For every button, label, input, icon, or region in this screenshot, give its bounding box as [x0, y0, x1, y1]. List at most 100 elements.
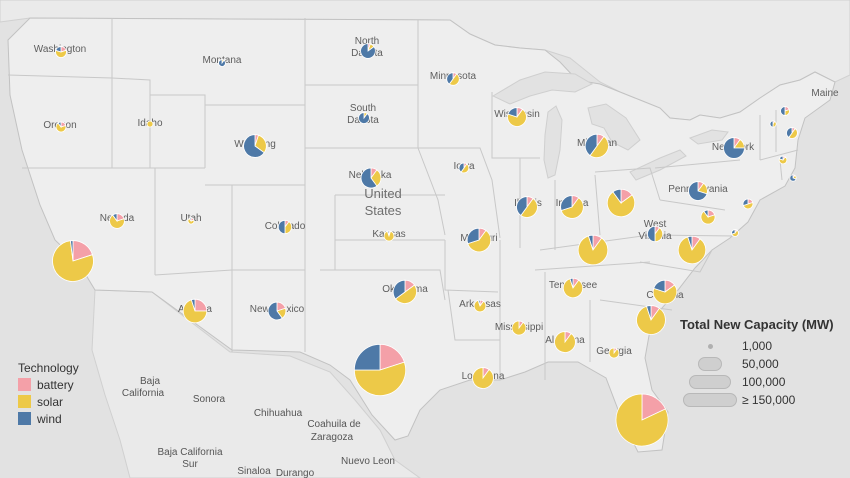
pie-montana[interactable]	[218, 59, 226, 67]
pie-florida[interactable]	[615, 393, 669, 447]
pie-louisiana[interactable]	[472, 367, 494, 389]
pie-slice-kentucky-wind[interactable]	[587, 234, 594, 251]
pie-slice-pennsylvania-wind[interactable]	[688, 181, 708, 201]
pie-colorado[interactable]	[277, 219, 293, 235]
pie-slice-oklahoma-solar[interactable]	[394, 284, 417, 304]
pie-oregon[interactable]	[55, 121, 67, 133]
pie-slice-virginia-solar[interactable]	[677, 236, 707, 265]
pie-slice-kansas-solar[interactable]	[383, 230, 395, 242]
pie-slice-missouri-solar[interactable]	[467, 229, 492, 253]
pie-slice-west-virginia-wind[interactable]	[647, 225, 656, 243]
pie-slice-california-solar[interactable]	[52, 240, 94, 282]
pie-nebraska[interactable]	[360, 167, 382, 189]
pie-delaware[interactable]	[731, 229, 739, 237]
pie-slice-missouri-wind[interactable]	[466, 227, 480, 245]
pie-nevada[interactable]	[109, 213, 125, 229]
pie-slice-new-hampshire-wind[interactable]	[780, 106, 786, 116]
pie-slice-north-dakota-wind[interactable]	[360, 43, 376, 59]
pie-indiana[interactable]	[560, 195, 584, 219]
pie-slice-ohio-solar[interactable]	[606, 191, 636, 218]
pie-slice-florida-solar[interactable]	[615, 393, 669, 447]
pie-slice-nevada-wind[interactable]	[112, 213, 118, 223]
pie-new-mexico[interactable]	[267, 301, 287, 321]
pie-slice-illinois-wind[interactable]	[516, 196, 528, 217]
pie-north-carolina[interactable]	[652, 279, 678, 305]
pie-kansas[interactable]	[383, 230, 395, 242]
pie-washington[interactable]	[55, 46, 67, 58]
pie-new-york[interactable]	[723, 137, 745, 159]
pie-slice-new-mexico-wind[interactable]	[267, 301, 283, 321]
pie-ohio[interactable]	[606, 188, 636, 218]
pie-oklahoma[interactable]	[392, 279, 417, 304]
pie-kentucky[interactable]	[577, 234, 609, 266]
pie-slice-new-york-wind[interactable]	[723, 137, 745, 159]
pie-slice-utah-wind[interactable]	[188, 217, 192, 223]
pie-slice-michigan-solar[interactable]	[589, 135, 609, 158]
pie-slice-wisconsin-solar[interactable]	[507, 108, 527, 127]
pie-slice-washington-solar[interactable]	[55, 49, 67, 58]
pie-wyoming[interactable]	[243, 134, 267, 158]
legend-item-wind[interactable]: wind	[18, 410, 79, 427]
pie-slice-maryland-wind[interactable]	[703, 209, 709, 219]
pie-vermont[interactable]	[769, 120, 777, 128]
pie-minnesota[interactable]	[446, 72, 460, 86]
pie-west-virginia[interactable]	[647, 225, 664, 243]
pie-slice-south-carolina-wind[interactable]	[646, 305, 652, 321]
pie-slice-arizona-wind[interactable]	[190, 298, 196, 312]
pie-alabama[interactable]	[554, 331, 576, 353]
pie-tennessee[interactable]	[562, 277, 584, 299]
pie-slice-indiana-wind[interactable]	[560, 195, 573, 212]
pie-slice-south-carolina-solar[interactable]	[636, 305, 666, 335]
pie-slice-virginia-wind[interactable]	[687, 235, 693, 251]
pie-slice-indiana-solar[interactable]	[560, 197, 584, 219]
pie-slice-south-dakota-wind[interactable]	[358, 112, 370, 124]
pie-slice-north-carolina-solar[interactable]	[652, 284, 678, 305]
pie-slice-tennessee-solar[interactable]	[562, 278, 584, 299]
pie-slice-arkansas-wind[interactable]	[477, 299, 481, 307]
pie-rhode-island[interactable]	[789, 174, 797, 182]
pie-texas[interactable]	[353, 343, 407, 396]
pie-new-hampshire[interactable]	[780, 106, 790, 116]
pie-georgia[interactable]	[608, 347, 620, 359]
pie-slice-louisiana-solar[interactable]	[472, 367, 494, 389]
pie-slice-georgia-solar[interactable]	[608, 347, 620, 359]
pie-slice-wyoming-wind[interactable]	[243, 134, 265, 158]
pie-arkansas[interactable]	[473, 299, 487, 313]
pie-slice-colorado-wind[interactable]	[277, 219, 286, 235]
pie-slice-kansas-wind[interactable]	[386, 230, 390, 237]
pie-slice-idaho-solar[interactable]	[146, 120, 154, 128]
pie-virginia[interactable]	[677, 235, 707, 265]
pie-south-dakota[interactable]	[358, 112, 370, 124]
pie-connecticut[interactable]	[778, 155, 788, 165]
pie-slice-nebraska-wind[interactable]	[360, 167, 378, 189]
pie-slice-california-wind[interactable]	[69, 240, 74, 262]
pie-idaho[interactable]	[146, 120, 154, 128]
pie-slice-massachusetts-wind[interactable]	[786, 127, 793, 138]
pie-mississippi[interactable]	[511, 320, 527, 336]
pie-slice-oklahoma-wind[interactable]	[392, 279, 406, 300]
pie-utah[interactable]	[187, 217, 195, 225]
pie-slice-vermont-wind[interactable]	[769, 120, 774, 128]
pie-missouri[interactable]	[466, 227, 492, 253]
pie-slice-delaware-wind[interactable]	[731, 229, 736, 235]
pie-massachusetts[interactable]	[786, 127, 798, 139]
pie-slice-connecticut-wind[interactable]	[778, 155, 784, 161]
pie-california[interactable]	[52, 240, 94, 282]
pie-slice-washington-wind[interactable]	[55, 46, 62, 53]
pie-slice-minnesota-wind[interactable]	[446, 72, 454, 85]
pie-pennsylvania[interactable]	[688, 181, 708, 201]
pie-slice-wisconsin-wind[interactable]	[507, 107, 518, 118]
pie-slice-rhode-island-wind[interactable]	[789, 174, 797, 182]
pie-slice-texas-solar[interactable]	[353, 361, 407, 396]
pie-new-jersey[interactable]	[742, 198, 754, 210]
pie-slice-alabama-solar[interactable]	[554, 331, 576, 353]
pie-michigan[interactable]	[584, 133, 609, 158]
pie-slice-iowa-wind[interactable]	[458, 162, 465, 173]
pie-north-dakota[interactable]	[360, 43, 376, 59]
pie-slice-new-jersey-wind[interactable]	[742, 198, 749, 207]
pie-slice-kentucky-solar[interactable]	[577, 235, 609, 266]
pie-slice-illinois-solar[interactable]	[520, 197, 538, 218]
pie-slice-michigan-wind[interactable]	[584, 133, 598, 157]
pie-wisconsin[interactable]	[507, 107, 527, 127]
